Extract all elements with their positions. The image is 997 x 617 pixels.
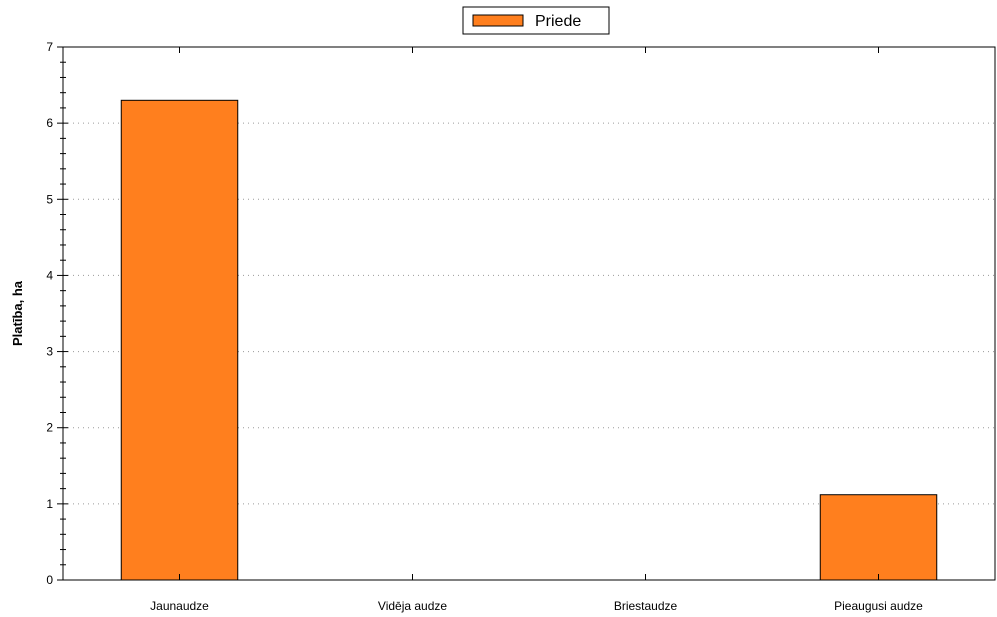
plot-frame <box>62 46 996 581</box>
x-tick-label: Jaunaudze <box>150 599 209 613</box>
y-tick-label: 0 <box>46 573 53 587</box>
x-tick-label: Briestaudze <box>614 599 678 613</box>
legend-swatch <box>472 14 524 27</box>
x-tick-label: Vidēja audze <box>378 599 447 613</box>
y-tick-label: 2 <box>46 421 53 435</box>
bar <box>819 494 938 581</box>
y-tick-label: 3 <box>46 345 53 359</box>
y-tick-label: 7 <box>46 40 53 54</box>
y-tick-label: 4 <box>46 268 53 282</box>
x-axis: Jaunaudze Vidēja audze Briestaudze Pieaugus… <box>150 47 923 613</box>
y-tick-label: 1 <box>46 497 53 511</box>
y-tick-label: 6 <box>46 116 53 130</box>
y-tick-label: 5 <box>46 192 53 206</box>
bars <box>120 99 938 581</box>
bar <box>120 99 239 581</box>
y-axis-label: Platība, ha <box>10 280 25 346</box>
x-tick-label: Pieaugusi audze <box>834 599 923 613</box>
legend: Priede <box>462 6 610 35</box>
y-axis: 0 1 2 3 4 5 6 7 <box>46 40 68 587</box>
legend-label: Priede <box>535 13 581 30</box>
